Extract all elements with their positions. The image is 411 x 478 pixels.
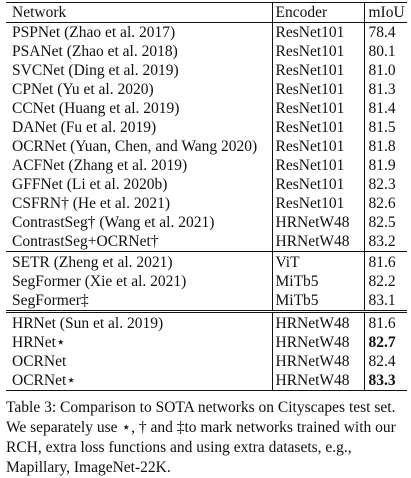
table-row: SVCNet (Ding et al. 2019) ResNet101 81.0 [6, 61, 407, 80]
network-cell: GFFNet (Li et al. 2020b) [12, 176, 168, 193]
table-row: PSPNet (Zhao et al. 2017) ResNet101 78.4 [6, 22, 407, 42]
table-caption: Table 3: Comparison to SOTA networks on … [6, 399, 396, 476]
network-cell: PSANet (Zhao et al. 2018) [12, 43, 178, 60]
miou-cell: 81.5 [363, 118, 407, 137]
encoder-cell: MiTb5 [271, 291, 364, 312]
miou-cell: 82.4 [363, 352, 407, 371]
network-cell: ACFNet (Zhang et al. 2019) [12, 157, 188, 174]
table-row: ContrastSeg+OCRNet† HRNetW48 83.2 [6, 232, 407, 252]
table-row: ACFNet (Zhang et al. 2019) ResNet101 81.9 [6, 156, 407, 175]
miou-cell: 81.9 [363, 156, 407, 175]
network-cell: CCNet (Huang et al. 2019) [12, 100, 180, 117]
network-cell: OCRNet [12, 353, 67, 370]
results-table-container: Network Encoder mIoU PSPNet (Zhao et al.… [6, 2, 407, 391]
table-row: OCRNet HRNetW48 82.4 [6, 352, 407, 371]
header-encoder: Encoder [271, 2, 364, 23]
network-cell: OCRNet⋆ [12, 372, 76, 389]
network-cell: SETR (Zheng et al. 2021) [12, 254, 173, 271]
network-cell: SVCNet (Ding et al. 2019) [12, 62, 179, 79]
miou-cell: 81.3 [363, 80, 407, 99]
table-row: DANet (Fu et al. 2019) ResNet101 81.5 [6, 118, 407, 137]
network-cell: ContrastSeg+OCRNet† [12, 233, 159, 250]
table-row: HRNet⋆ HRNetW48 82.7 [6, 333, 407, 352]
encoder-cell: MiTb5 [271, 272, 364, 291]
table-header-row: Network Encoder mIoU [6, 2, 407, 23]
sota-comparison-table: Network Encoder mIoU PSPNet (Zhao et al.… [6, 2, 407, 391]
network-cell: PSPNet (Zhao et al. 2017) [12, 24, 176, 41]
miou-cell: 82.3 [363, 175, 407, 194]
encoder-cell: ResNet101 [271, 137, 364, 156]
miou-cell: 83.2 [363, 232, 407, 252]
miou-cell: 81.6 [363, 251, 407, 272]
network-cell: DANet (Fu et al. 2019) [12, 119, 157, 136]
encoder-cell: ResNet101 [271, 22, 364, 42]
table-group-cnn: PSPNet (Zhao et al. 2017) ResNet101 78.4 PS… [6, 22, 407, 252]
network-cell: HRNet⋆ [12, 334, 66, 351]
miou-cell: 83.3 [363, 371, 407, 391]
encoder-cell: ResNet101 [271, 194, 364, 213]
encoder-cell: HRNetW48 [271, 311, 364, 333]
encoder-cell: HRNetW48 [271, 213, 364, 232]
table-group-ours: HRNet (Sun et al. 2019) HRNetW48 81.6 HRNet… [6, 311, 407, 391]
network-cell: CSFRN† (He et al. 2021) [12, 195, 171, 212]
miou-cell: 80.1 [363, 42, 407, 61]
network-cell: OCRNet (Yuan, Chen, and Wang 2020) [12, 138, 258, 155]
network-cell: ContrastSeg† (Wang et al. 2021) [12, 214, 215, 231]
table-row: CCNet (Huang et al. 2019) ResNet101 81.4 [6, 99, 407, 118]
table-row: SegFormer (Xie et al. 2021) MiTb5 82.2 [6, 272, 407, 291]
table-row: ContrastSeg† (Wang et al. 2021) HRNetW48 8… [6, 213, 407, 232]
miou-cell: 81.0 [363, 61, 407, 80]
miou-cell: 82.5 [363, 213, 407, 232]
miou-cell: 83.1 [363, 291, 407, 312]
table-row: CSFRN† (He et al. 2021) ResNet101 82.6 [6, 194, 407, 213]
encoder-cell: ResNet101 [271, 99, 364, 118]
table-row: HRNet (Sun et al. 2019) HRNetW48 81.6 [6, 311, 407, 333]
table-group-transformer: SETR (Zheng et al. 2021) ViT 81.6 SegFormer… [6, 251, 407, 312]
miou-cell: 82.7 [363, 333, 407, 352]
encoder-cell: HRNetW48 [271, 232, 364, 252]
network-cell: CPNet (Yu et al. 2020) [12, 81, 154, 98]
table-row: SegFormer‡ MiTb5 83.1 [6, 291, 407, 312]
table-row: OCRNet⋆ HRNetW48 83.3 [6, 371, 407, 391]
miou-cell: 82.6 [363, 194, 407, 213]
miou-cell: 81.8 [363, 137, 407, 156]
miou-cell: 81.4 [363, 99, 407, 118]
encoder-cell: ResNet101 [271, 61, 364, 80]
miou-cell: 81.6 [363, 311, 407, 333]
encoder-cell: HRNetW48 [271, 352, 364, 371]
miou-cell: 78.4 [363, 22, 407, 42]
encoder-cell: HRNetW48 [271, 333, 364, 352]
encoder-cell: ResNet101 [271, 42, 364, 61]
table-row: GFFNet (Li et al. 2020b) ResNet101 82.3 [6, 175, 407, 194]
encoder-cell: HRNetW48 [271, 371, 364, 391]
encoder-cell: ResNet101 [271, 175, 364, 194]
encoder-cell: ResNet101 [271, 156, 364, 175]
network-cell: SegFormer‡ [12, 292, 89, 309]
network-cell: SegFormer (Xie et al. 2021) [12, 273, 187, 290]
encoder-cell: ResNet101 [271, 118, 364, 137]
header-miou: mIoU [363, 2, 407, 23]
header-network: Network [12, 4, 67, 21]
table-row: CPNet (Yu et al. 2020) ResNet101 81.3 [6, 80, 407, 99]
table-row: SETR (Zheng et al. 2021) ViT 81.6 [6, 251, 407, 272]
network-cell: HRNet (Sun et al. 2019) [12, 315, 164, 332]
encoder-cell: ViT [271, 251, 364, 272]
table-row: PSANet (Zhao et al. 2018) ResNet101 80.1 [6, 42, 407, 61]
table-row: OCRNet (Yuan, Chen, and Wang 2020) ResNet… [6, 137, 407, 156]
encoder-cell: ResNet101 [271, 80, 364, 99]
miou-cell: 82.2 [363, 272, 407, 291]
